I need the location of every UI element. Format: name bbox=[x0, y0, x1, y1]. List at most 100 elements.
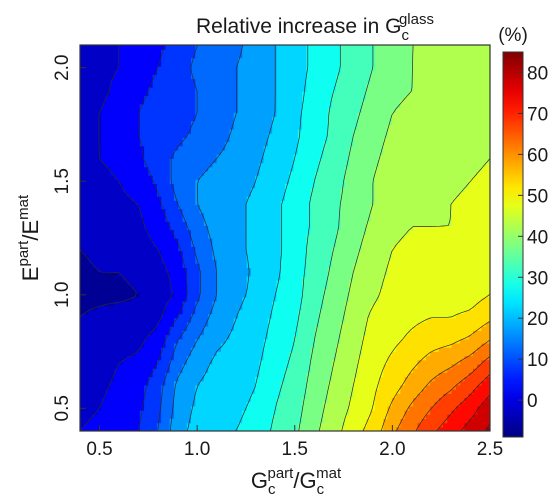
contour-cell bbox=[276, 368, 282, 373]
contour-cell bbox=[280, 275, 286, 281]
contour-cell bbox=[122, 393, 128, 399]
contour-cell bbox=[336, 275, 342, 281]
contour-cell bbox=[242, 376, 248, 382]
contour-cell bbox=[280, 326, 286, 331]
contour-cell bbox=[263, 422, 269, 428]
contour-cell bbox=[195, 418, 201, 424]
contour-cell bbox=[340, 242, 346, 247]
contour-cell bbox=[391, 263, 397, 268]
contour-cell bbox=[84, 410, 90, 415]
contour-cell bbox=[417, 238, 423, 243]
contour-cell bbox=[131, 313, 137, 319]
contour-cell bbox=[178, 292, 184, 298]
contour-cell bbox=[101, 372, 107, 378]
contour-cell bbox=[246, 355, 252, 361]
contour-cell bbox=[259, 275, 265, 281]
contour-cell bbox=[434, 389, 440, 394]
contour-cell bbox=[229, 368, 235, 373]
contour-cell bbox=[361, 418, 367, 424]
contour-cell bbox=[361, 401, 367, 407]
contour-cell bbox=[263, 363, 269, 369]
contour-cell bbox=[97, 334, 102, 340]
contour-cell bbox=[148, 217, 154, 222]
contour-cell bbox=[417, 313, 423, 319]
contour-cell bbox=[366, 393, 372, 399]
contour-cell bbox=[370, 267, 376, 273]
contour-cell bbox=[464, 225, 470, 231]
contour-cell bbox=[302, 212, 307, 218]
contour-cell bbox=[191, 246, 196, 252]
contour-cell bbox=[255, 305, 260, 310]
contour-cell bbox=[208, 376, 213, 382]
contour-cell bbox=[438, 363, 444, 369]
contour-cell bbox=[233, 288, 239, 294]
contour-cell bbox=[417, 300, 423, 306]
contour-cell bbox=[289, 405, 295, 411]
contour-cell bbox=[165, 397, 171, 403]
contour-cell bbox=[122, 317, 128, 323]
contour-cell bbox=[80, 313, 85, 319]
contour-cell bbox=[135, 338, 141, 344]
contour-cell bbox=[182, 309, 188, 315]
contour-cell bbox=[212, 221, 218, 227]
contour-cell bbox=[255, 292, 260, 298]
contour-cell bbox=[378, 309, 384, 315]
contour-cell bbox=[195, 368, 201, 373]
contour-cell bbox=[195, 410, 201, 415]
contour-cell bbox=[178, 347, 184, 352]
contour-cell bbox=[293, 242, 299, 247]
contour-cell bbox=[293, 296, 299, 302]
contour-cell bbox=[152, 321, 158, 327]
contour-cell bbox=[216, 309, 222, 315]
contour-cell bbox=[126, 384, 132, 390]
contour-cell bbox=[408, 321, 414, 327]
contour-cell bbox=[438, 414, 444, 420]
contour-cell bbox=[195, 397, 201, 403]
contour-cell bbox=[387, 414, 393, 420]
contour-cell bbox=[178, 389, 184, 394]
contour-cell bbox=[408, 384, 414, 390]
contour-cell bbox=[97, 279, 102, 285]
contour-cell bbox=[156, 401, 162, 407]
contour-cell bbox=[353, 334, 359, 340]
contour-cell bbox=[310, 217, 316, 222]
contour-cell bbox=[455, 288, 461, 294]
contour-cell bbox=[404, 342, 410, 348]
contour-cell bbox=[336, 363, 342, 369]
contour-cell bbox=[285, 393, 290, 399]
contour-cell bbox=[425, 292, 431, 298]
contour-cell bbox=[246, 410, 252, 415]
contour-cell bbox=[472, 376, 478, 382]
contour-cell bbox=[182, 258, 188, 264]
contour-cell bbox=[84, 221, 90, 227]
contour-cell bbox=[285, 250, 290, 256]
contour-cell bbox=[118, 258, 124, 264]
contour-cell bbox=[460, 225, 465, 231]
contour-cell bbox=[366, 355, 372, 361]
contour-cell bbox=[148, 384, 154, 390]
contour-cell bbox=[173, 334, 179, 340]
contour-cell bbox=[225, 393, 231, 399]
contour-cell bbox=[485, 225, 490, 231]
contour-cell bbox=[306, 242, 312, 247]
contour-cell bbox=[310, 372, 316, 378]
contour-cell bbox=[173, 338, 179, 344]
contour-cell bbox=[152, 263, 158, 268]
contour-cell bbox=[186, 271, 192, 277]
contour-cell bbox=[182, 321, 188, 327]
contour-cell bbox=[195, 376, 201, 382]
contour-cell bbox=[122, 426, 128, 431]
contour-cell bbox=[216, 212, 222, 218]
contour-cell bbox=[280, 338, 286, 344]
contour-cell bbox=[357, 284, 363, 289]
contour-cell bbox=[357, 233, 363, 239]
contour-cell bbox=[105, 305, 111, 310]
contour-cell bbox=[285, 338, 290, 344]
contour-cell bbox=[250, 254, 256, 260]
contour-cell bbox=[460, 233, 465, 239]
contour-cell bbox=[195, 422, 201, 428]
contour-cell bbox=[178, 258, 184, 264]
contour-cell bbox=[191, 347, 196, 352]
contour-cell bbox=[447, 300, 453, 306]
contour-cell bbox=[285, 279, 290, 285]
